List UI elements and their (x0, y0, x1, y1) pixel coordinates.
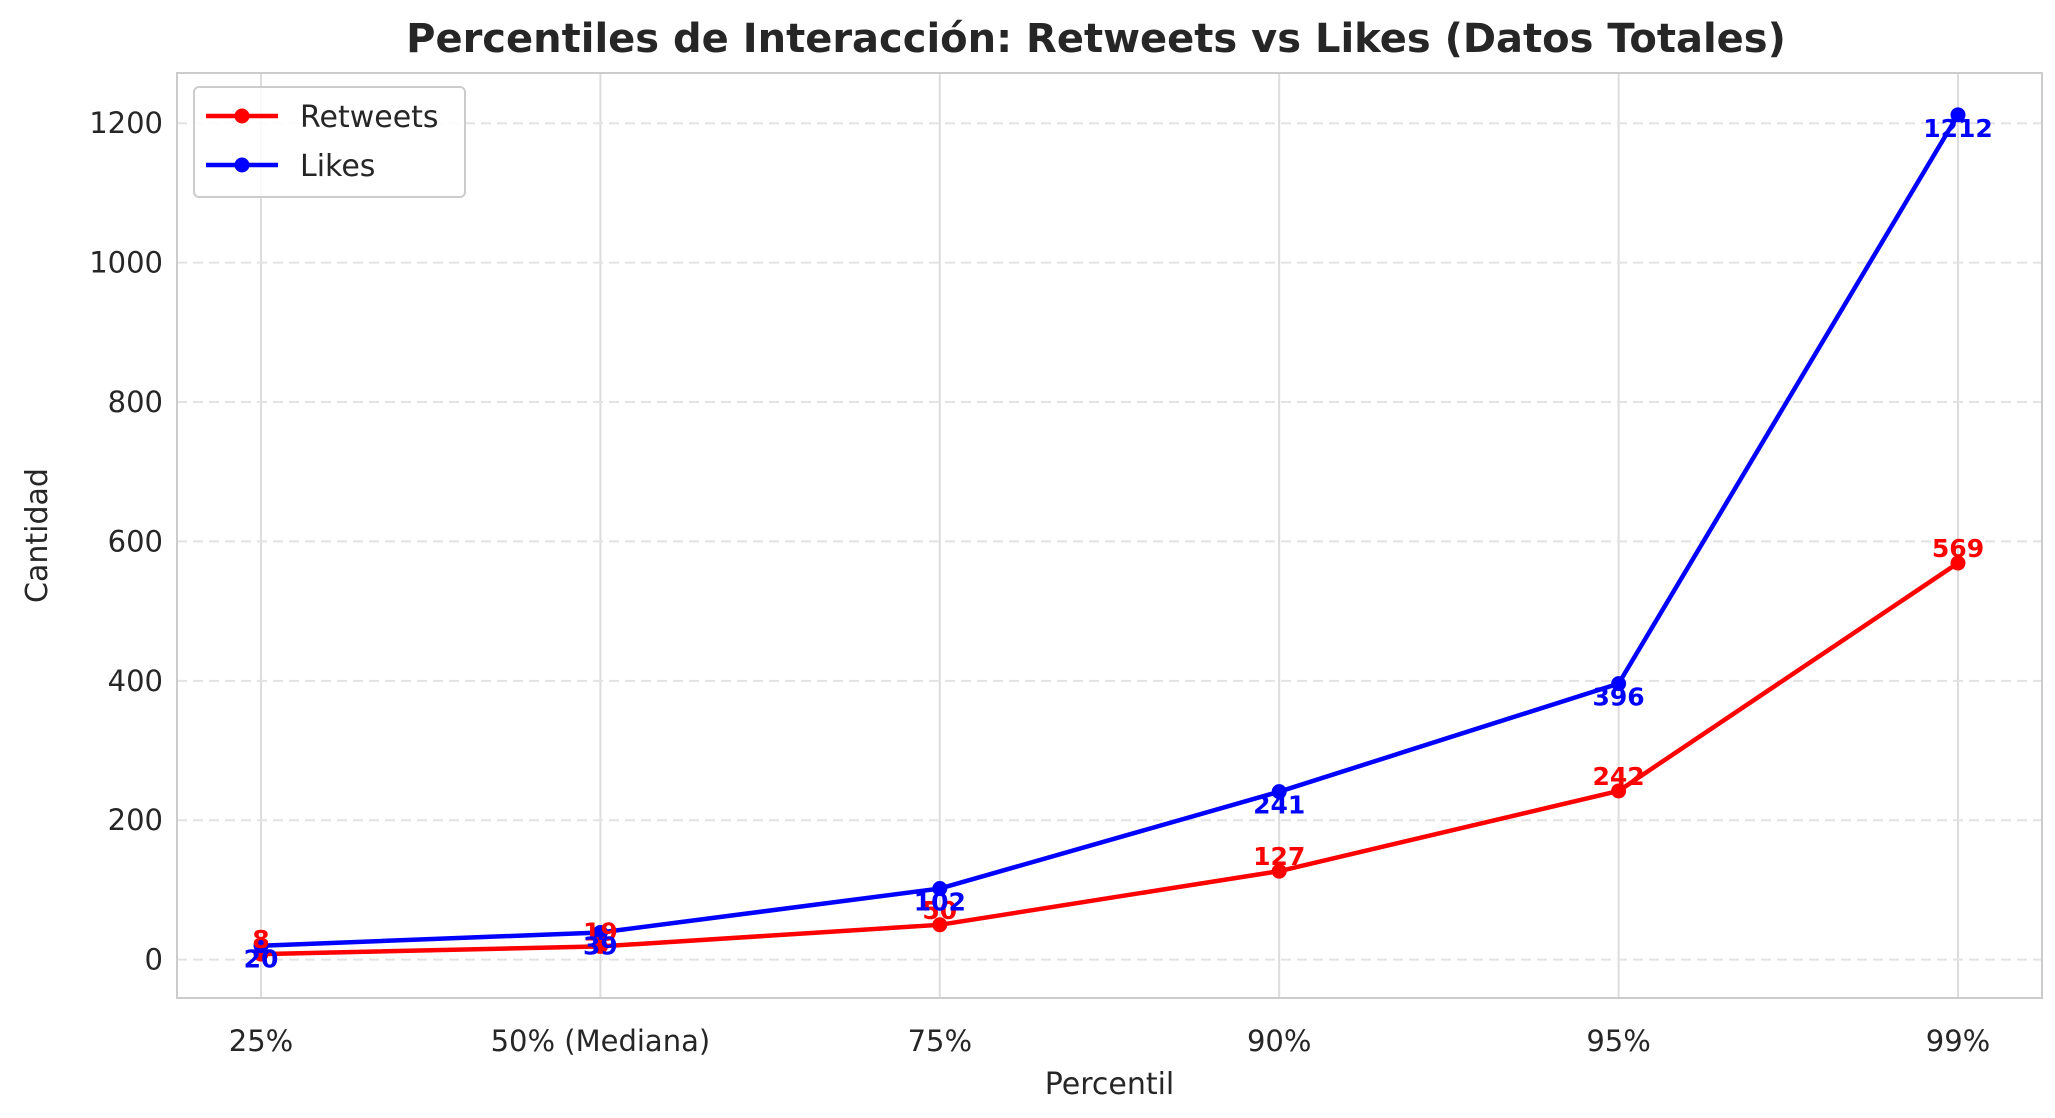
data-label: 1212 (1923, 114, 1993, 143)
data-label: 396 (1593, 683, 1645, 712)
data-labels: 8 19 50 127 242 569 20 39 102 241 396 1212 (244, 114, 1993, 974)
data-point (932, 917, 948, 933)
data-label: 102 (914, 888, 966, 917)
data-label: 8 (252, 925, 269, 954)
x-axis-label: Percentil (1045, 1067, 1175, 1102)
series-line-retweets (260, 561, 1960, 957)
data-point (932, 881, 948, 897)
tick-labels: 25% 50% (Mediana) 75% 90% 95% 99% 0 200 400 600 80… (89, 106, 1990, 1058)
x-tick-label: 95% (1586, 1024, 1650, 1058)
legend: Retweets Likes (193, 86, 466, 198)
series-line-likes (260, 113, 1960, 948)
data-point (592, 924, 608, 940)
y-tick-label: 400 (108, 664, 163, 698)
y-tick-label: 800 (108, 385, 163, 419)
data-point (253, 938, 269, 954)
data-point (1611, 783, 1627, 799)
y-tick-label: 200 (108, 803, 163, 837)
legend-label: Retweets (300, 100, 439, 135)
data-label: 39 (583, 931, 618, 960)
y-tick-label: 1000 (89, 246, 163, 280)
data-label: 20 (244, 945, 279, 974)
y-tick-label: 0 (145, 943, 163, 977)
data-point (1271, 784, 1287, 800)
data-label: 127 (1253, 842, 1305, 871)
data-label: 50 (922, 896, 957, 925)
plot-frame (176, 72, 2043, 999)
legend-marker (234, 157, 250, 173)
data-point (1271, 863, 1287, 879)
x-tick-label: 99% (1926, 1024, 1990, 1058)
y-tick-label: 600 (108, 524, 163, 558)
legend-label: Likes (300, 149, 375, 184)
x-tick-label: 90% (1247, 1024, 1311, 1058)
data-point (1611, 676, 1627, 692)
y-tick-label: 1200 (89, 106, 163, 140)
y-axis-label: Cantidad (20, 468, 55, 603)
data-point (1950, 107, 1966, 123)
chart-title: Percentiles de Interacción: Retweets vs … (406, 16, 1786, 62)
data-label: 242 (1593, 762, 1645, 791)
legend-marker (234, 108, 250, 124)
data-point (1950, 555, 1966, 571)
x-tick-label: 75% (908, 1024, 972, 1058)
x-tick-label: 50% (Mediana) (491, 1024, 711, 1058)
grid (177, 73, 2042, 998)
data-label: 241 (1253, 791, 1305, 820)
series-layer (253, 107, 1966, 962)
data-label: 19 (583, 917, 618, 946)
data-label: 569 (1932, 534, 1984, 563)
x-tick-label: 25% (229, 1024, 293, 1058)
data-point (592, 938, 608, 954)
